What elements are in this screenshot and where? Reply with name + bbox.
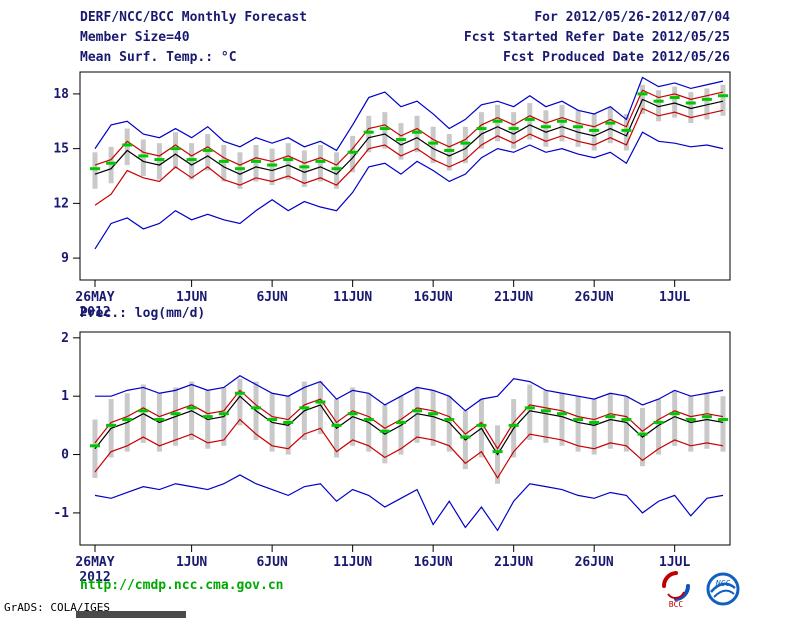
svg-text:16JUN: 16JUN <box>414 290 453 305</box>
grads-credit: GrADS: COLA/IGES <box>4 601 110 614</box>
ncc-logo-label: NCC <box>715 579 731 588</box>
svg-text:12: 12 <box>53 196 69 211</box>
svg-text:2012: 2012 <box>79 305 110 320</box>
svg-text:2: 2 <box>61 331 69 346</box>
svg-text:26MAY: 26MAY <box>75 555 114 570</box>
svg-text:1: 1 <box>61 389 69 404</box>
svg-text:1JUL: 1JUL <box>659 290 690 305</box>
svg-text:1JUN: 1JUN <box>176 555 207 570</box>
svg-text:21JUN: 21JUN <box>494 290 533 305</box>
page-title: DERF/NCC/BCC Monthly Forecast <box>80 10 307 25</box>
svg-text:6JUN: 6JUN <box>256 555 287 570</box>
ncc-logo-icon: NCC <box>706 572 740 606</box>
svg-text:26JUN: 26JUN <box>575 290 614 305</box>
precip-panel-title: Prec.: log(mm/d) <box>80 306 206 321</box>
logo-group: BCC NCC <box>658 570 742 608</box>
bcc-logo-icon: BCC <box>661 571 691 608</box>
svg-text:15: 15 <box>53 142 69 157</box>
svg-text:9: 9 <box>61 251 69 266</box>
bottom-window-strip <box>76 611 186 618</box>
forecast-range-label: For 2012/05/26-2012/07/04 <box>534 10 730 25</box>
svg-text:0: 0 <box>61 448 69 463</box>
svg-text:26MAY: 26MAY <box>75 290 114 305</box>
svg-text:18: 18 <box>53 87 69 102</box>
svg-text:1JUN: 1JUN <box>176 290 207 305</box>
svg-text:11JUN: 11JUN <box>333 290 372 305</box>
source-url: http://cmdp.ncc.cma.gov.cn <box>80 578 284 593</box>
member-size-label: Member Size=40 <box>80 30 190 45</box>
fcst-started-label: Fcst Started Refer Date 2012/05/25 <box>463 30 730 45</box>
svg-text:1JUL: 1JUL <box>659 555 690 570</box>
svg-text:11JUN: 11JUN <box>333 555 372 570</box>
svg-text:-1: -1 <box>53 506 69 521</box>
fcst-produced-label: Fcst Produced Date 2012/05/26 <box>503 50 730 65</box>
svg-text:6JUN: 6JUN <box>256 290 287 305</box>
svg-text:2012: 2012 <box>79 570 110 585</box>
svg-text:26JUN: 26JUN <box>575 555 614 570</box>
bcc-logo-label: BCC <box>669 600 684 608</box>
svg-text:21JUN: 21JUN <box>494 555 533 570</box>
svg-text:16JUN: 16JUN <box>414 555 453 570</box>
temp-panel-title: Mean Surf. Temp.: °C <box>80 50 237 65</box>
